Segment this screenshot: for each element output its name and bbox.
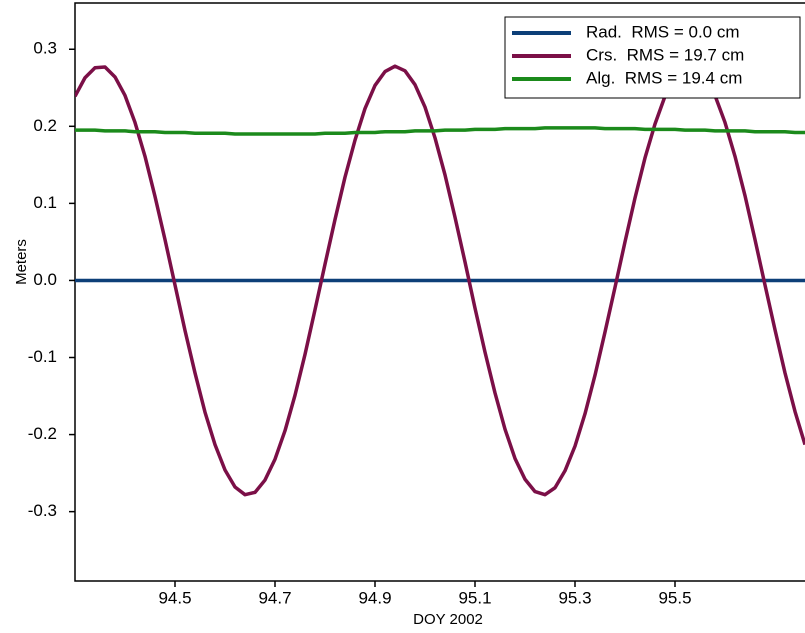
y-tick-label: 0.1 [33,193,57,212]
x-tick-label: 94.5 [158,588,191,607]
legend-label: Alg. RMS = 19.4 cm [586,68,742,87]
x-tick-label: 94.7 [258,588,291,607]
x-tick-label: 95.1 [458,588,491,607]
y-axis-label: Meters [13,239,30,285]
x-tick-label: 95.5 [658,588,691,607]
y-tick-label: 0.0 [33,270,57,289]
y-tick-label: -0.2 [28,424,57,443]
x-axis-label: DOY 2002 [413,611,483,628]
y-tick-label: -0.3 [28,501,57,520]
legend-label: Crs. RMS = 19.7 cm [586,45,744,64]
x-tick-label: 94.9 [358,588,391,607]
y-tick-label: -0.1 [28,347,57,366]
y-tick-label: 0.2 [33,116,57,135]
y-tick-label: 0.3 [33,39,57,58]
x-tick-label: 95.3 [558,588,591,607]
series-line [75,126,805,136]
plot-area [75,64,805,497]
plot-frame [74,2,805,582]
legend-label: Rad. RMS = 0.0 cm [586,22,740,41]
